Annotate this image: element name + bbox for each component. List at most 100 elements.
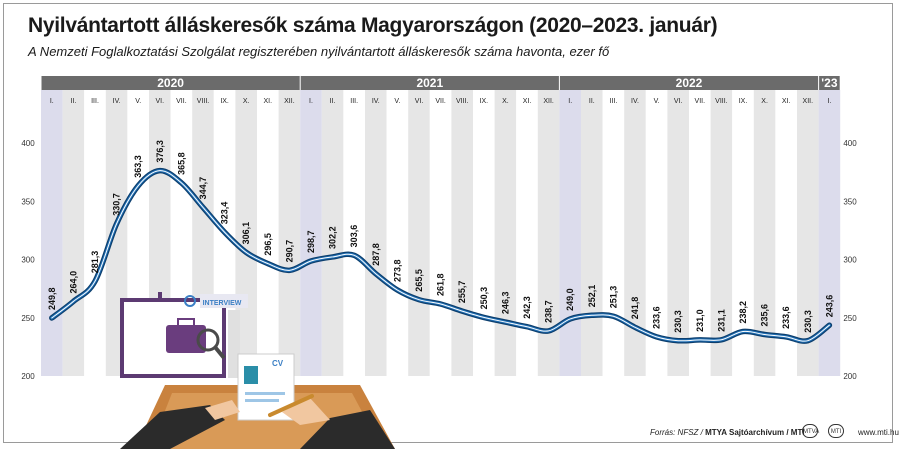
data-label: 235,6: [760, 304, 770, 327]
data-label: 249,0: [565, 288, 575, 311]
y-tick-label-left: 400: [21, 139, 35, 148]
month-column: [602, 90, 625, 376]
website-link[interactable]: www.mti.hu: [858, 428, 899, 437]
magnifier-icon: [196, 328, 220, 352]
magnifier-small-icon: [184, 295, 196, 307]
chart-subtitle: A Nemzeti Foglalkoztatási Szolgálat regi…: [28, 44, 610, 59]
month-column: [84, 90, 106, 376]
month-tick-label: V.: [394, 98, 400, 105]
month-column: [753, 90, 776, 376]
y-axis-ticks: 400 400 350 350 300 300 250 250 200 200: [21, 139, 857, 381]
year-band: [819, 76, 840, 90]
y-tick-label-left: 250: [21, 314, 35, 323]
board-stand: [228, 310, 240, 378]
month-tick-label: I.: [50, 98, 54, 105]
year-band: [559, 76, 819, 90]
month-tick-label: VIII.: [197, 98, 210, 105]
mtva-logo: MTVA: [802, 424, 819, 438]
data-label: 246,3: [500, 292, 510, 315]
pen-icon: [268, 394, 314, 417]
data-label: 302,2: [328, 226, 338, 249]
month-tick-label: XII.: [543, 98, 554, 105]
data-label: 243,6: [824, 295, 834, 318]
data-label: 249,8: [47, 287, 57, 310]
data-label: 233,6: [652, 306, 662, 329]
month-tick-label: III.: [350, 98, 358, 105]
month-tick-label: IX.: [480, 98, 489, 105]
data-label: 287,8: [371, 243, 381, 266]
month-tick-label: XI.: [782, 98, 791, 105]
data-label: 231,0: [695, 309, 705, 332]
data-label: 306,1: [241, 222, 251, 245]
chart-title: Nyilvántartott álláskeresők száma Magyar…: [28, 14, 718, 37]
month-column: [257, 90, 279, 376]
month-tick-label: IV.: [631, 98, 639, 105]
data-label: 250,3: [479, 287, 489, 310]
cv-label: CV: [272, 359, 284, 368]
month-tick-label: X.: [761, 98, 768, 105]
month-column: [667, 90, 689, 376]
data-label: 241,8: [630, 297, 640, 320]
right-sleeve: [300, 410, 395, 449]
data-label: 230,3: [803, 310, 813, 333]
data-label: 261,8: [436, 273, 446, 296]
month-column: [775, 90, 797, 376]
data-label: 251,3: [608, 286, 618, 309]
illustration: INTERVIEW CV: [120, 292, 395, 449]
month-tick-label: VIII.: [456, 98, 469, 105]
month-column: [581, 90, 603, 376]
year-label: 2021: [416, 76, 443, 90]
month-column: [408, 90, 430, 376]
mti-logo: MTI: [828, 424, 844, 438]
data-label: 303,6: [349, 225, 359, 248]
month-column: [365, 90, 387, 376]
y-tick-label-right: 400: [843, 139, 857, 148]
data-label: 323,4: [220, 202, 230, 225]
month-tick-label: VI.: [674, 98, 683, 105]
month-column: [451, 90, 473, 376]
data-label: 298,7: [306, 230, 316, 253]
y-tick-label-left: 350: [21, 197, 35, 206]
left-hand: [205, 400, 240, 420]
month-tick-label: XII.: [284, 98, 295, 105]
data-label: 330,7: [112, 193, 122, 216]
data-label: 376,3: [155, 140, 165, 163]
data-label: 231,1: [716, 309, 726, 332]
month-column: [732, 90, 754, 376]
month-tick-label: XI.: [523, 98, 532, 105]
month-tick-label: IX.: [220, 98, 229, 105]
data-label: 238,2: [738, 301, 748, 324]
month-column: [321, 90, 344, 376]
month-column: [559, 90, 581, 376]
y-tick-label-right: 200: [843, 372, 857, 381]
year-label: 2022: [676, 76, 703, 90]
data-label: 273,8: [392, 259, 402, 282]
month-tick-label: VI.: [156, 98, 165, 105]
data-label: 363,3: [133, 155, 143, 178]
month-tick-label: I.: [827, 98, 831, 105]
month-tick-label: II.: [70, 98, 76, 105]
month-tick-label: XII.: [803, 98, 814, 105]
month-tick-label: III.: [91, 98, 99, 105]
month-column: [386, 90, 409, 376]
data-label: 290,7: [284, 240, 294, 263]
year-label: 2020: [157, 76, 184, 90]
cv-line: [245, 399, 279, 402]
cv-photo: [244, 366, 258, 384]
year-band: [300, 76, 559, 90]
month-tick-label: IX.: [739, 98, 748, 105]
briefcase-icon: [166, 325, 206, 353]
month-column: [710, 90, 733, 376]
month-column: [62, 90, 85, 376]
interview-text: INTERVIEW: [203, 300, 242, 307]
data-label: 233,6: [781, 306, 791, 329]
data-label: 242,3: [522, 296, 532, 319]
month-column: [429, 90, 452, 376]
chart-frame: [3, 3, 893, 443]
source-note: Forrás: NFSZ / MTYA Sajtóarchívum / MTI: [650, 428, 805, 437]
month-column: [645, 90, 668, 376]
data-label: 265,5: [414, 269, 424, 292]
month-tick-label: X.: [243, 98, 250, 105]
source-archive: MTYA Sajtóarchívum / MTI: [705, 428, 805, 437]
